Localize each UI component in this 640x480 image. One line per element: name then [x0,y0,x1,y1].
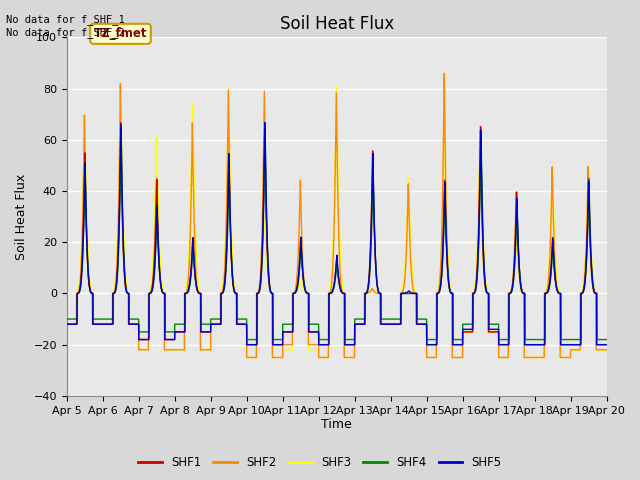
Title: Soil Heat Flux: Soil Heat Flux [280,15,394,33]
Legend: SHF1, SHF2, SHF3, SHF4, SHF5: SHF1, SHF2, SHF3, SHF4, SHF5 [134,452,506,474]
Y-axis label: Soil Heat Flux: Soil Heat Flux [15,173,28,260]
Text: TZ_fmet: TZ_fmet [94,27,147,40]
X-axis label: Time: Time [321,419,352,432]
Text: No data for f_SHF_1
No data for f_SHF_2: No data for f_SHF_1 No data for f_SHF_2 [6,14,125,38]
